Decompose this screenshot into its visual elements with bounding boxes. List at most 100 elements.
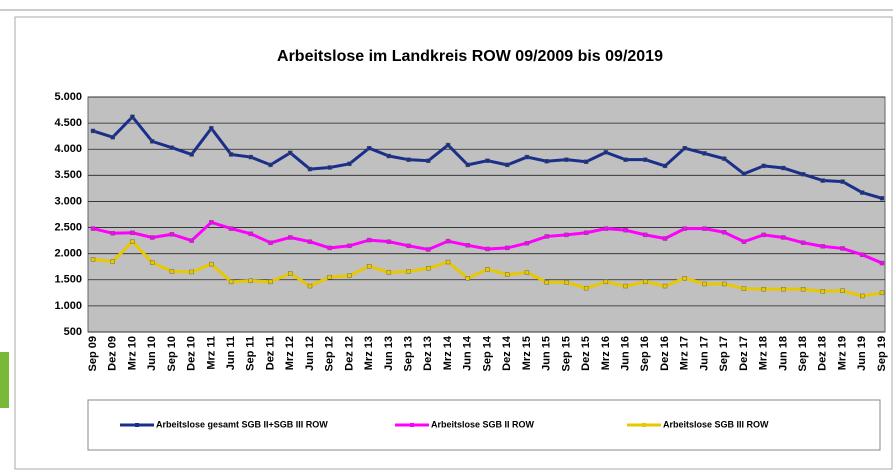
point-marker	[209, 261, 214, 267]
x-tick-label: Dez 16	[659, 336, 671, 371]
point-marker	[307, 166, 313, 172]
point-marker	[505, 272, 510, 277]
point-marker	[347, 273, 352, 278]
point-marker	[169, 145, 175, 150]
x-tick-label: Dez 15	[580, 336, 592, 371]
point-marker	[288, 271, 293, 276]
point-marker	[603, 226, 609, 231]
x-tick-label: Mrz 16	[600, 336, 612, 370]
point-marker	[189, 152, 194, 157]
x-tick-label: Dez 09	[107, 336, 119, 371]
x-tick-label: Sep 13	[403, 336, 415, 371]
y-tick-label: 3.500	[54, 169, 82, 181]
point-marker	[90, 128, 96, 134]
y-tick-label: 4.500	[54, 117, 82, 129]
point-marker	[702, 281, 707, 287]
point-marker	[741, 239, 747, 244]
y-tick-label: 500	[64, 326, 82, 338]
point-marker	[169, 232, 175, 237]
point-marker	[820, 178, 826, 183]
y-tick-label: 3.000	[54, 195, 82, 207]
point-marker	[209, 126, 214, 131]
point-marker	[623, 227, 628, 233]
point-marker	[800, 286, 806, 292]
point-marker	[879, 196, 885, 201]
x-tick-label: Jun 16	[619, 336, 631, 371]
point-marker	[564, 280, 569, 285]
x-tick-label: Mrz 13	[363, 336, 375, 370]
y-tick-label: 1.500	[54, 274, 82, 286]
point-marker	[840, 246, 845, 251]
point-marker	[248, 154, 254, 160]
point-marker	[524, 154, 530, 160]
legend-box	[87, 399, 881, 451]
point-marker	[110, 231, 115, 236]
point-marker	[643, 232, 648, 238]
point-marker	[682, 145, 687, 151]
point-marker	[761, 286, 766, 292]
point-marker	[800, 240, 806, 245]
x-tick-label: Jun 18	[777, 336, 789, 371]
point-marker	[327, 165, 332, 170]
x-tick-label: Dez 17	[738, 336, 750, 371]
x-tick-label: Jun 12	[304, 336, 316, 371]
point-marker	[623, 283, 628, 289]
x-tick-label: Sep 10	[166, 336, 178, 371]
point-marker	[800, 172, 806, 177]
x-tick-label: Mrz 17	[679, 336, 691, 370]
point-marker	[426, 158, 431, 163]
point-marker	[347, 161, 352, 167]
x-tick-label: Dez 13	[422, 336, 434, 371]
point-marker	[544, 234, 549, 239]
chart-title: Arbeitslose im Landkreis ROW 09/2009 bis…	[277, 48, 663, 65]
point-marker	[603, 150, 609, 155]
point-marker	[347, 243, 352, 249]
point-marker	[130, 230, 135, 235]
y-tick-label: 1.000	[54, 300, 82, 312]
point-marker	[386, 153, 392, 159]
point-marker	[268, 279, 273, 285]
point-marker	[524, 270, 530, 275]
legend-marker	[642, 423, 646, 427]
x-tick-label: Jun 15	[541, 336, 553, 371]
point-marker	[228, 152, 234, 157]
point-marker	[741, 286, 747, 291]
point-marker	[248, 278, 254, 284]
point-marker	[386, 239, 392, 244]
x-tick-label: Sep 14	[481, 335, 493, 371]
legend-label: Arbeitslose gesamt SGB II+SGB III ROW	[156, 419, 328, 429]
point-marker	[485, 246, 490, 252]
point-marker	[268, 240, 273, 245]
legend-label: Arbeitslose SGB II ROW	[431, 419, 535, 429]
point-marker	[761, 232, 766, 238]
point-marker	[722, 156, 727, 161]
point-marker	[781, 235, 786, 240]
point-marker	[860, 190, 865, 195]
point-marker	[90, 226, 96, 231]
point-marker	[445, 259, 451, 265]
x-tick-label: Sep 15	[560, 336, 572, 371]
x-tick-label: Dez 14	[501, 335, 513, 371]
x-tick-label: Dez 12	[343, 336, 355, 371]
point-marker	[228, 279, 234, 285]
point-marker	[228, 226, 234, 231]
point-marker	[564, 232, 569, 238]
point-marker	[662, 283, 668, 289]
x-tick-label: Sep 11	[245, 336, 257, 371]
point-marker	[840, 179, 845, 184]
point-marker	[485, 267, 490, 272]
point-marker	[110, 259, 115, 264]
point-marker	[741, 171, 747, 176]
point-marker	[544, 280, 549, 285]
point-marker	[879, 290, 885, 296]
side-accent	[0, 352, 9, 408]
point-marker	[505, 245, 510, 251]
x-tick-label: Jun 13	[383, 336, 395, 371]
point-marker	[288, 235, 293, 240]
point-marker	[662, 236, 668, 241]
point-marker	[583, 159, 589, 164]
point-marker	[603, 279, 609, 285]
point-marker	[465, 276, 470, 281]
